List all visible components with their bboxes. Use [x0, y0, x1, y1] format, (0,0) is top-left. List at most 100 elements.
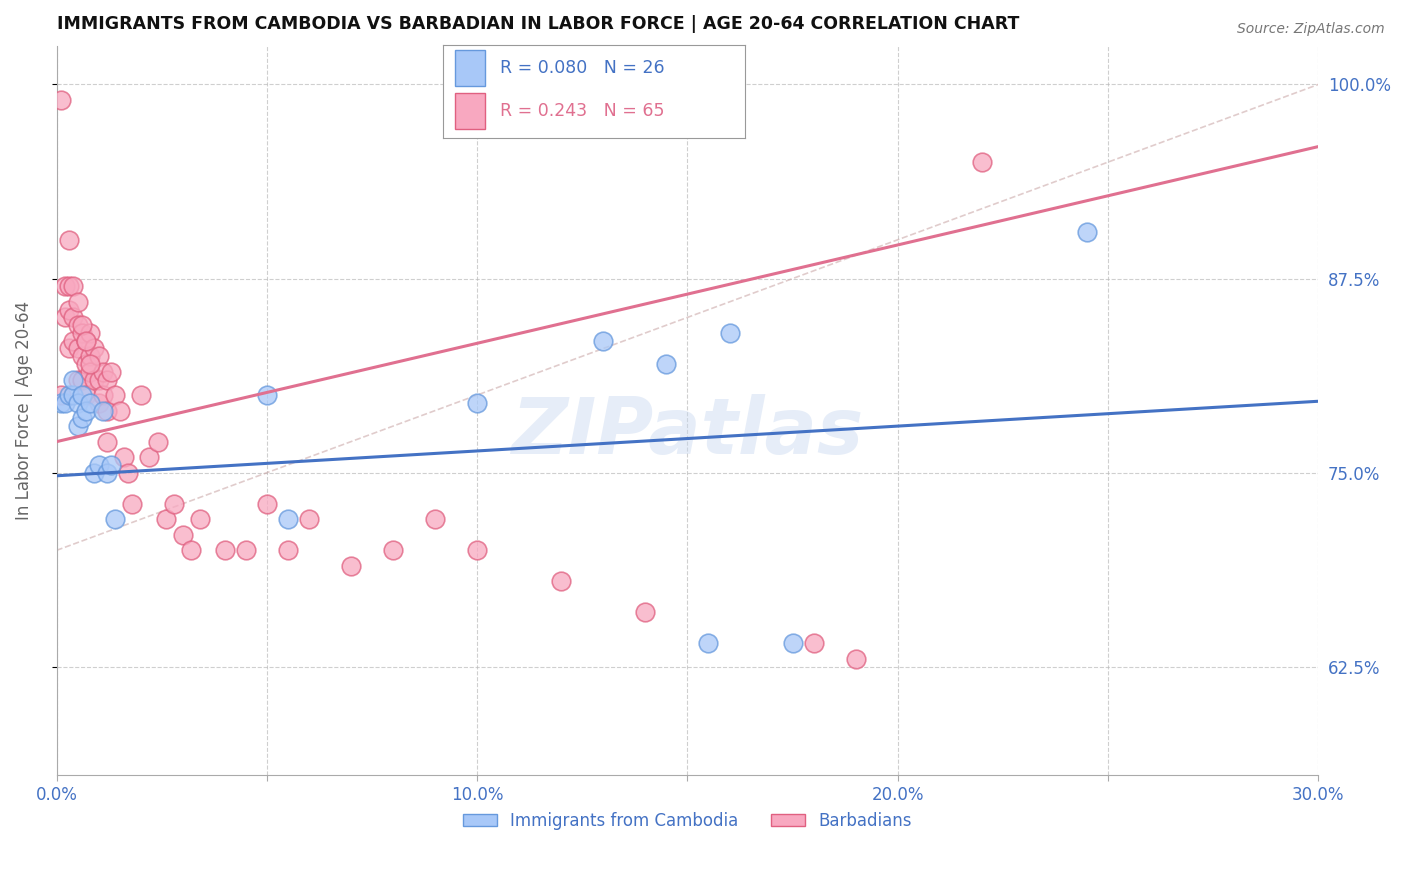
Point [91, 388, 114, 402]
Point [298, 512, 321, 526]
Point [382, 543, 405, 558]
Point [75, 334, 97, 348]
Point [75, 334, 97, 348]
Point [655, 357, 678, 371]
Point [970, 155, 993, 169]
Point [83, 372, 105, 386]
Point [96, 466, 118, 480]
Point [138, 450, 160, 465]
Point [108, 403, 131, 417]
Point [121, 497, 143, 511]
Point [146, 434, 169, 449]
FancyBboxPatch shape [456, 50, 485, 86]
Point [697, 636, 720, 650]
Point [87, 349, 110, 363]
Text: Source: ZipAtlas.com: Source: ZipAtlas.com [1237, 22, 1385, 37]
Point [235, 543, 257, 558]
Point [83, 342, 105, 356]
Point [423, 512, 446, 526]
Text: R = 0.243   N = 65: R = 0.243 N = 65 [501, 102, 665, 120]
Point [592, 334, 614, 348]
Y-axis label: In Labor Force | Age 20-64: In Labor Force | Age 20-64 [15, 301, 32, 520]
Point [70, 388, 93, 402]
Point [49, 388, 72, 402]
Point [340, 558, 363, 573]
Point [66, 318, 89, 333]
Point [66, 419, 89, 434]
Point [58, 233, 80, 247]
Point [634, 606, 657, 620]
Point [100, 365, 122, 379]
Point [96, 372, 118, 386]
Point [550, 574, 572, 589]
Point [79, 326, 101, 340]
Point [70, 372, 93, 386]
Point [62, 372, 84, 386]
Text: R = 0.080   N = 26: R = 0.080 N = 26 [501, 59, 665, 77]
Point [66, 396, 89, 410]
Point [104, 512, 127, 526]
Point [465, 543, 488, 558]
Point [87, 396, 110, 410]
Point [96, 434, 118, 449]
Point [112, 450, 135, 465]
Point [117, 466, 139, 480]
Point [83, 466, 105, 480]
Point [100, 458, 122, 472]
Point [79, 349, 101, 363]
Point [58, 279, 80, 293]
Text: ZIPatlas: ZIPatlas [512, 394, 863, 470]
Point [62, 310, 84, 325]
Point [62, 334, 84, 348]
Point [163, 497, 186, 511]
Point [91, 403, 114, 417]
Point [180, 543, 202, 558]
Point [70, 326, 93, 340]
Point [155, 512, 177, 526]
Point [277, 543, 299, 558]
Point [70, 411, 93, 425]
Point [87, 372, 110, 386]
Point [256, 388, 278, 402]
Point [62, 388, 84, 402]
Point [782, 636, 804, 650]
Point [277, 512, 299, 526]
Point [62, 279, 84, 293]
Point [104, 388, 127, 402]
Point [79, 357, 101, 371]
Point [803, 636, 825, 650]
Point [91, 365, 114, 379]
Point [718, 326, 741, 340]
Point [49, 396, 72, 410]
Point [66, 294, 89, 309]
Point [66, 372, 89, 386]
Point [79, 365, 101, 379]
Point [75, 357, 97, 371]
Legend: Immigrants from Cambodia, Barbadians: Immigrants from Cambodia, Barbadians [457, 805, 918, 837]
Point [129, 388, 152, 402]
Point [58, 342, 80, 356]
Point [49, 93, 72, 107]
Point [214, 543, 236, 558]
FancyBboxPatch shape [456, 94, 485, 129]
Point [79, 396, 101, 410]
Point [58, 302, 80, 317]
Point [66, 342, 89, 356]
Point [53, 310, 76, 325]
Point [96, 403, 118, 417]
Point [188, 512, 211, 526]
Point [1076, 225, 1098, 239]
Point [53, 396, 76, 410]
Point [87, 458, 110, 472]
Point [75, 388, 97, 402]
Point [70, 349, 93, 363]
Point [845, 652, 868, 666]
Point [58, 388, 80, 402]
Point [75, 403, 97, 417]
Point [256, 497, 278, 511]
Point [172, 528, 194, 542]
Point [465, 396, 488, 410]
Point [70, 318, 93, 333]
Text: IMMIGRANTS FROM CAMBODIA VS BARBADIAN IN LABOR FORCE | AGE 20-64 CORRELATION CHA: IMMIGRANTS FROM CAMBODIA VS BARBADIAN IN… [56, 15, 1019, 33]
Point [53, 279, 76, 293]
